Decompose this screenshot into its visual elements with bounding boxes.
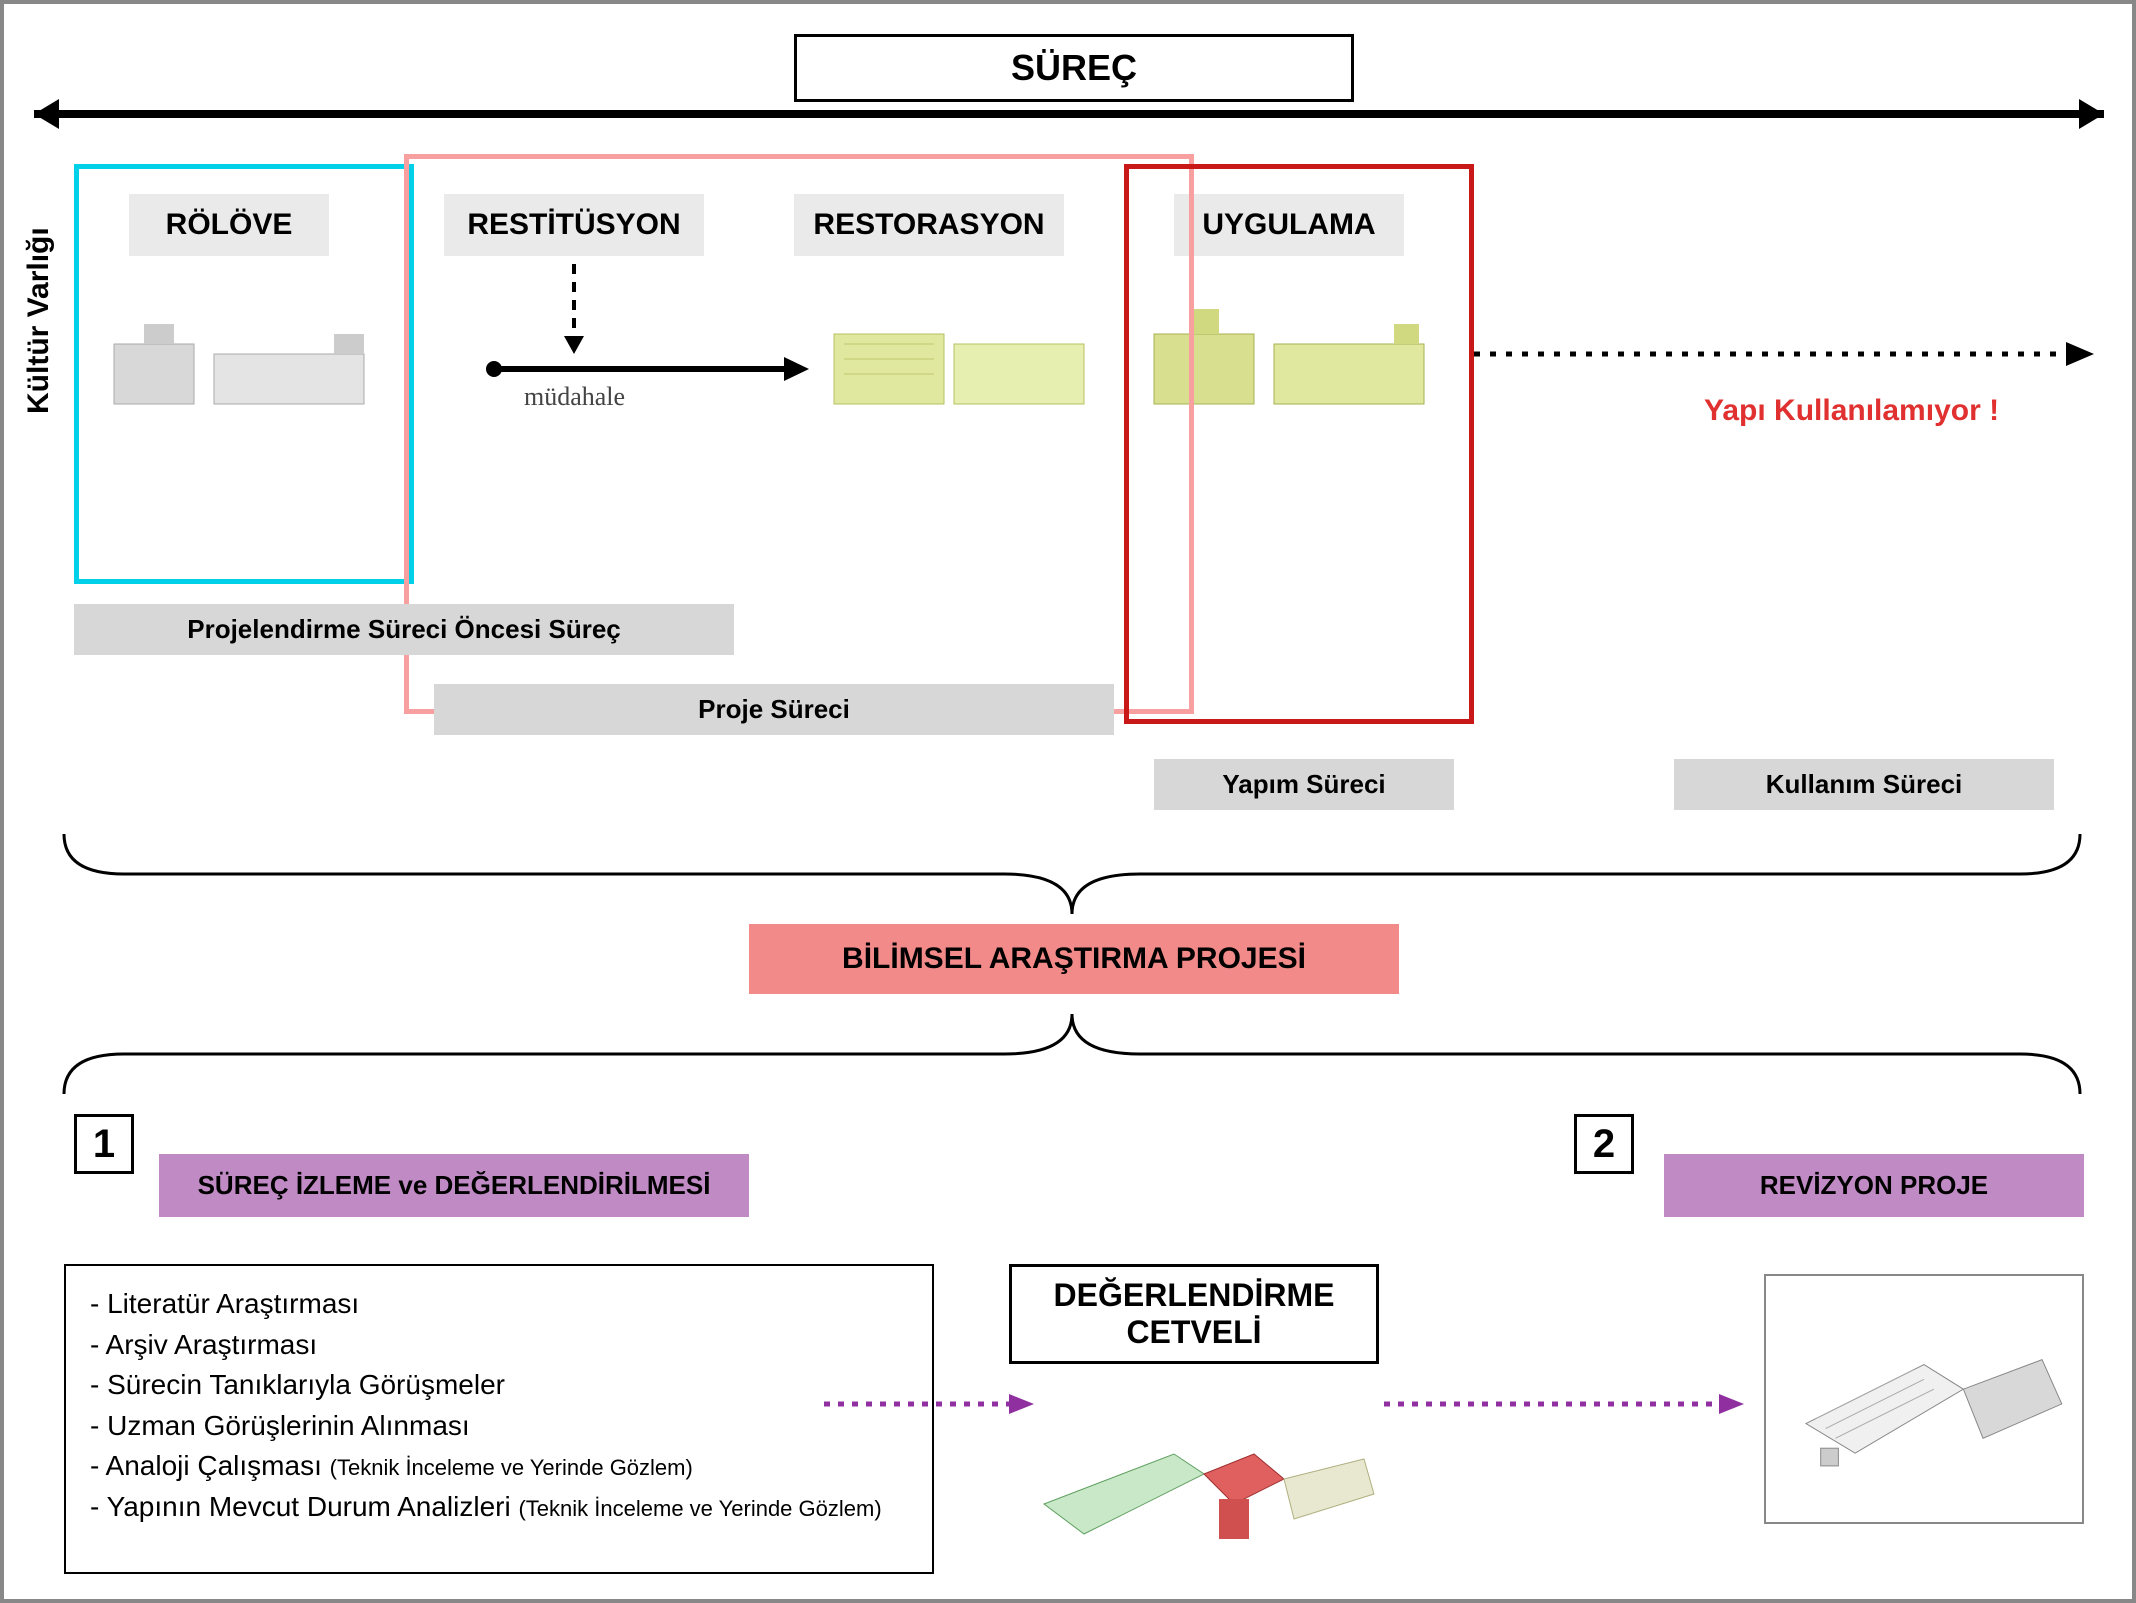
purple-arrow-1 xyxy=(824,1384,1044,1424)
methods-list: - Literatür Araştırması - Arşiv Araştırm… xyxy=(64,1264,934,1574)
red-highlight xyxy=(1124,164,1474,724)
phase-kullanim: Kullanım Süreci xyxy=(1674,759,2054,810)
cyan-highlight xyxy=(74,164,414,584)
branch2-number: 2 xyxy=(1574,1114,1634,1174)
list-item: - Sürecin Tanıklarıyla Görüşmeler xyxy=(90,1365,908,1406)
phase-pre: Projelendirme Süreci Öncesi Süreç xyxy=(74,604,734,655)
list-item: - Yapının Mevcut Durum Analizleri (Tekni… xyxy=(90,1487,908,1528)
purple-arrow-2 xyxy=(1384,1384,1754,1424)
list-item: - Literatür Araştırması xyxy=(90,1284,908,1325)
list-item: - Uzman Görüşlerinin Alınması xyxy=(90,1406,908,1447)
list-item: - Arşiv Araştırması xyxy=(90,1325,908,1366)
revision-image-box xyxy=(1764,1274,2084,1524)
y-axis-label: Kültür Varlığı xyxy=(22,154,56,414)
dotted-arrow-right xyxy=(1474,334,2104,384)
phase-yapim: Yapım Süreci xyxy=(1154,759,1454,810)
phase-proje: Proje Süreci xyxy=(434,684,1114,735)
list-item: - Analoji Çalışması (Teknik İnceleme ve … xyxy=(90,1446,908,1487)
brace-bottom xyxy=(4,1004,2136,1104)
building-revision xyxy=(1766,1276,2082,1522)
main-banner: BİLİMSEL ARAŞTIRMA PROJESİ xyxy=(749,924,1399,994)
evaluation-title: DEĞERLENDİRME CETVELİ xyxy=(1009,1264,1379,1364)
branch1-number: 1 xyxy=(74,1114,134,1174)
branch2-title: REVİZYON PROJE xyxy=(1664,1154,2084,1217)
branch1-title: SÜREÇ İZLEME ve DEĞERLENDİRİLMESİ xyxy=(159,1154,749,1217)
warning-text: Yapı Kullanılamıyor ! xyxy=(1704,394,1999,428)
timeline-arrow xyxy=(4,4,2136,144)
brace-top xyxy=(4,824,2136,924)
building-eval xyxy=(1024,1384,1384,1584)
